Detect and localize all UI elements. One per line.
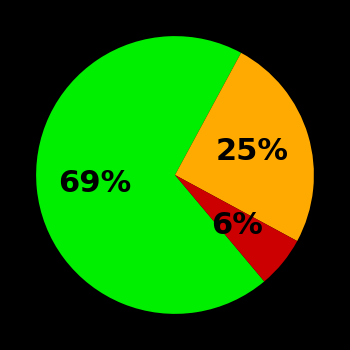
Wedge shape <box>36 36 264 314</box>
Text: 6%: 6% <box>211 211 263 240</box>
Text: 25%: 25% <box>216 138 289 167</box>
Wedge shape <box>175 175 297 281</box>
Text: 69%: 69% <box>58 169 132 198</box>
Wedge shape <box>175 53 314 241</box>
